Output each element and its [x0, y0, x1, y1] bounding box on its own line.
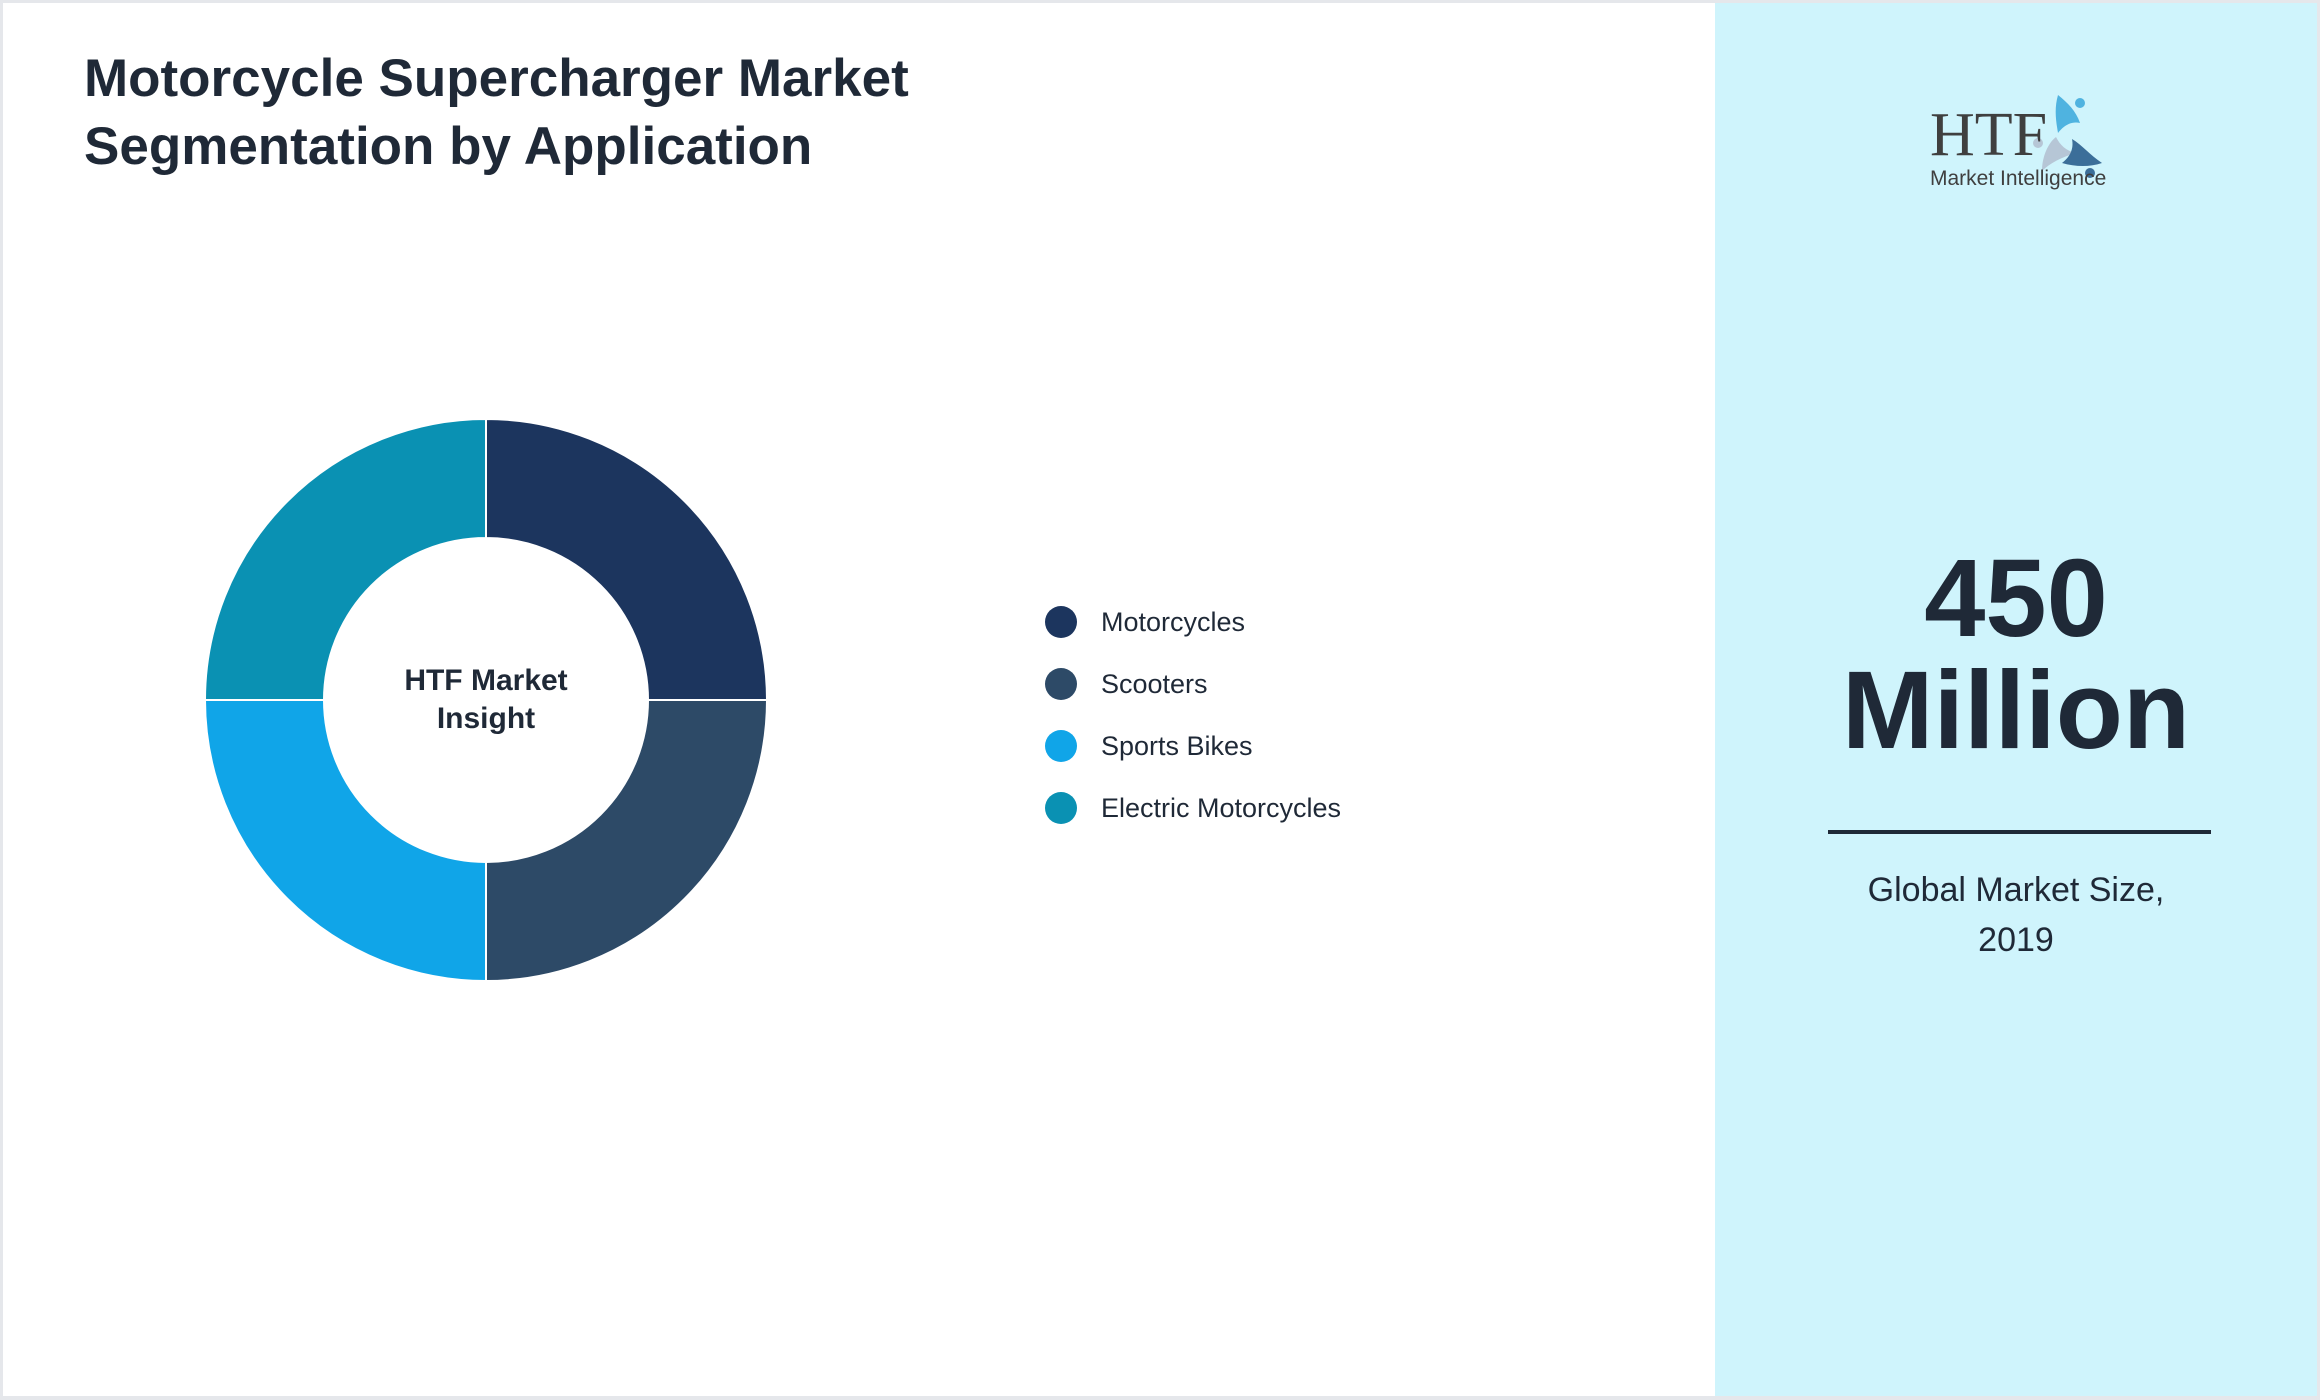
center-label-line1: HTF Market [404, 664, 568, 697]
legend-item-scooters[interactable]: Scooters [1045, 653, 1341, 715]
donut-center-label: HTF Market Insight [203, 417, 769, 983]
caption-year: 2019 [1978, 921, 2054, 959]
market-size-unit: Million [1841, 649, 2191, 772]
center-label-line2: Insight [436, 702, 536, 735]
page-title: Motorcycle Supercharger Market Segmentat… [84, 49, 909, 176]
market-size-number: 450 [1924, 537, 2108, 660]
legend-dot-icon [1045, 606, 1077, 638]
caption-line1: Global Market Size, [1867, 871, 2165, 909]
svg-text:Market Intelligence: Market Intelligence [1930, 167, 2106, 190]
donut-chart-svg [203, 417, 769, 983]
legend-dot-icon [1045, 730, 1077, 762]
legend-label: Motorcycles [1101, 606, 1246, 637]
legend-label: Sports Bikes [1101, 730, 1253, 761]
legend-item-sports-bikes[interactable]: Sports Bikes [1045, 715, 1341, 777]
divider [1828, 830, 2211, 834]
htf-logo: HTF Market Intelligence [1930, 81, 2120, 191]
legend-label: Scooters [1101, 668, 1208, 699]
donut-slice-electric-motorcycles[interactable] [203, 417, 487, 701]
legend-dot-icon [1045, 668, 1077, 700]
legend-item-motorcycles[interactable]: Motorcycles [1045, 591, 1341, 653]
donut-slice-scooters[interactable] [485, 699, 769, 983]
legend-label: Electric Motorcycles [1101, 792, 1342, 823]
donut-chart: HTF Market Insight [203, 417, 769, 983]
infographic-card: Motorcycle Supercharger Market Segmentat… [3, 3, 2317, 1396]
people-circle-logo-icon: HTF Market Intelligence [1930, 95, 2106, 190]
legend-item-electric-motorcycles[interactable]: Electric Motorcycles [1045, 777, 1341, 839]
legend-dot-icon [1045, 792, 1077, 824]
svg-text:HTF: HTF [1930, 101, 2047, 169]
donut-slice-motorcycles[interactable] [485, 417, 769, 701]
donut-slice-sports-bikes[interactable] [203, 699, 487, 983]
chart-legend: Motorcycles Scooters Sports Bikes Electr… [1045, 591, 1341, 839]
market-size-panel: HTF Market Intelligence 450 Million Glob… [1715, 3, 2317, 1396]
market-size-caption: Global Market Size, 2019 [1715, 865, 2317, 965]
market-size-value: 450 Million [1715, 543, 2317, 767]
